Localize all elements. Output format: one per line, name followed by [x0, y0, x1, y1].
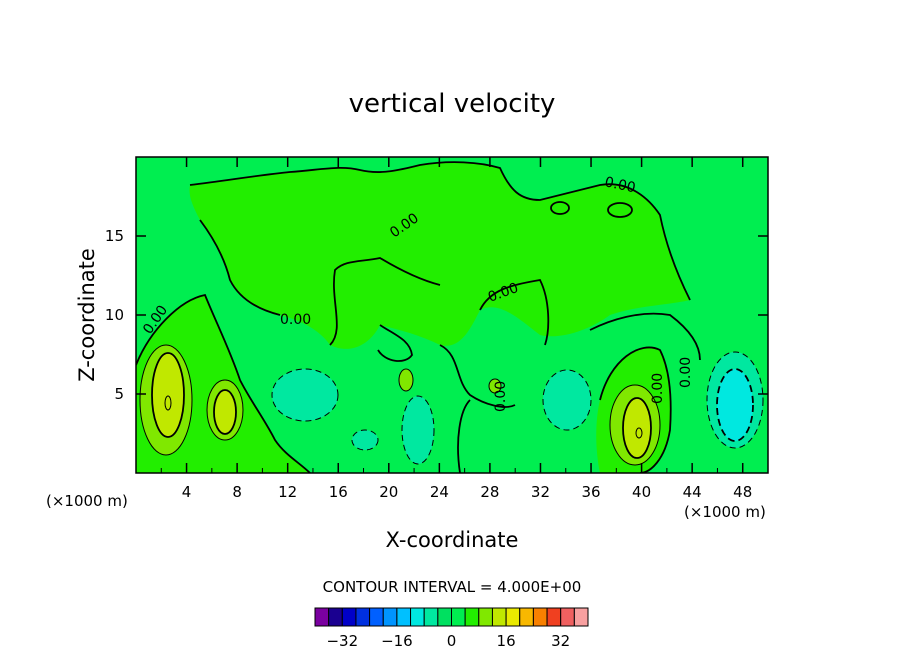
x-axis-ticks: 4 8 12 16 20 24 28 32 36 40 44 48	[160, 157, 752, 501]
x-tick-label: 24	[430, 483, 449, 501]
negative-cell-6	[352, 430, 378, 450]
x-tick-label: 44	[683, 483, 702, 501]
negative-cell-3	[543, 370, 591, 430]
x-axis-title: X-coordinate	[386, 528, 519, 552]
colorbar-swatch	[573, 607, 589, 627]
x-tick-label: 16	[329, 483, 348, 501]
zero-contour-label: 0.00	[493, 381, 509, 412]
positive-cell-4	[399, 369, 413, 391]
zero-contour-label: 0.00	[603, 174, 637, 196]
colorbar-tick-label: −32	[326, 632, 358, 650]
colorbar-tick-label: −16	[381, 632, 413, 650]
x-tick-label: 28	[480, 483, 499, 501]
colorbar-tick-label: 16	[497, 632, 516, 650]
positive-cell-1-core	[152, 353, 184, 437]
contour-field	[136, 157, 768, 473]
chart-title: vertical velocity	[349, 89, 556, 119]
contour-interval-text: CONTOUR INTERVAL = 4.000E+00	[323, 578, 582, 596]
colorbar-swatch	[478, 607, 493, 627]
negative-contours	[271, 351, 764, 465]
colorbar-swatch	[546, 607, 562, 627]
colorbar-swatch	[464, 607, 480, 627]
x-tick-label: 12	[278, 483, 297, 501]
negative-cell-1	[272, 369, 338, 421]
zero-contours	[136, 161, 701, 473]
colorbar-swatch	[437, 607, 453, 627]
zero-contour-label: 0.00	[650, 373, 666, 404]
colorbar-swatch	[491, 607, 507, 627]
x-tick-label: 8	[232, 483, 242, 501]
negative-cell-2	[402, 396, 434, 464]
colorbar-swatch	[410, 607, 425, 627]
positive-cell-2-core	[214, 390, 236, 434]
negative-cell-4-core	[717, 369, 753, 441]
x-tick-label: 36	[581, 483, 600, 501]
x-tick-label: 20	[379, 483, 398, 501]
colorbar-swatch	[369, 607, 384, 627]
positive-cell-5	[489, 379, 501, 393]
y-unit-label: (×1000 m)	[46, 492, 128, 510]
colorbar-swatch	[423, 607, 439, 627]
negative-contours-strong	[716, 368, 754, 442]
colorbar-swatch	[341, 607, 357, 627]
colorbar-swatch	[451, 607, 466, 627]
positive-cell-3-core	[623, 398, 651, 458]
y-tick-label: 15	[105, 227, 124, 245]
x-tick-label: 4	[182, 483, 192, 501]
y-tick-label: 5	[114, 385, 124, 403]
colorbar-swatch	[314, 607, 330, 627]
zero-contour-label: 0.00	[280, 312, 311, 328]
y-tick-label: 10	[105, 306, 124, 324]
colorbar-swatch	[505, 607, 521, 627]
x-tick-label: 32	[531, 483, 550, 501]
zero-contour-label: 0.00	[678, 357, 694, 388]
colorbar-swatch	[396, 607, 412, 627]
positive-region-upper	[189, 162, 690, 349]
colorbar-tick-label: 32	[551, 632, 570, 650]
x-tick-label: 48	[733, 483, 752, 501]
x-tick-label: 40	[632, 483, 651, 501]
colorbar-swatch	[382, 607, 398, 627]
colorbar-swatch	[560, 607, 575, 627]
colorbar-swatch	[519, 607, 534, 627]
colorbar-swatch	[328, 607, 343, 627]
y-axis-ticks: 5 10 15	[105, 227, 768, 403]
colorbar-swatch	[355, 607, 371, 627]
positive-contours	[139, 344, 661, 466]
colorbar-tick-label: 0	[447, 632, 457, 650]
colorbar: −32 −16 0 16 32	[314, 607, 589, 650]
colorbar-swatch	[532, 607, 548, 627]
x-unit-label: (×1000 m)	[684, 503, 766, 521]
y-axis-title: Z-coordinate	[75, 248, 99, 382]
